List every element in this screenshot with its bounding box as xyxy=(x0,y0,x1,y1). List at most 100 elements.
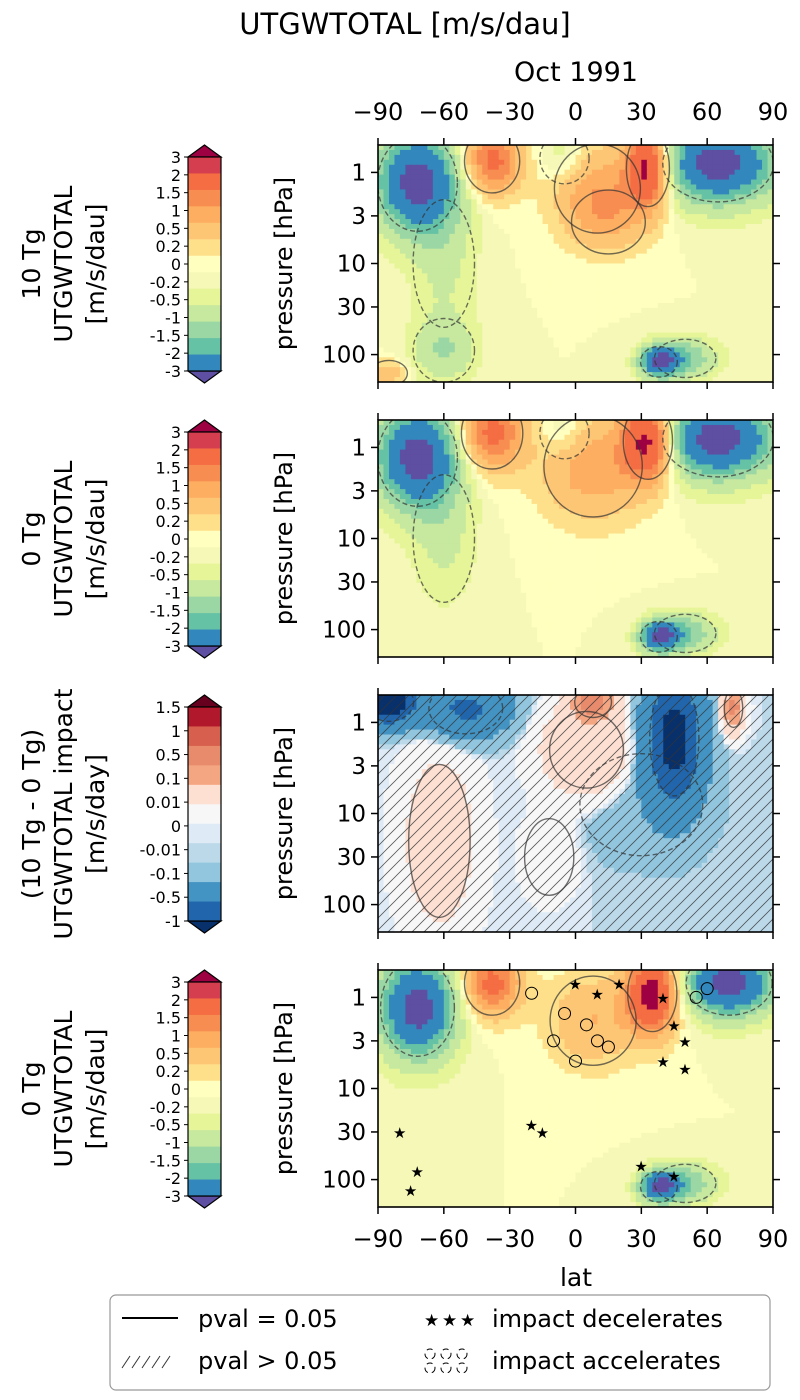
contour-feature xyxy=(549,975,637,1067)
row-label-line: [m/s/dau] xyxy=(81,1029,110,1150)
legend-frame xyxy=(109,1294,771,1391)
row-label-line: (10 Tg - 0 Tg) xyxy=(17,729,46,899)
row-label-line: UTGWTOTAL impact xyxy=(49,688,78,939)
colorbar-tick-label: -0.1 xyxy=(150,864,181,883)
y-tick-label: 1 xyxy=(351,710,366,736)
marker-circle xyxy=(689,990,703,1004)
row-label-line: [m/s/dau] xyxy=(81,204,110,325)
x-tick-label-top: 30 xyxy=(626,98,657,126)
x-tick-label-top: −30 xyxy=(484,98,535,126)
colorbar-tick-label: 2 xyxy=(171,991,181,1010)
colorbar-tick-label: 1 xyxy=(171,477,181,496)
y-tick-label: 1 xyxy=(351,435,366,461)
x-tick-label-top: 0 xyxy=(568,98,583,126)
colorbar-tick-label: 0 xyxy=(171,1080,181,1099)
bottom-x-axis: −90 −60 −30 0 30 60 90 xyxy=(353,1225,789,1253)
colorbar-tick-label: -2 xyxy=(165,344,181,363)
y-tick-label: 100 xyxy=(322,1168,366,1194)
contour-feature xyxy=(649,695,700,797)
contour-feature xyxy=(548,710,625,789)
colorbar-tick-label: -0.2 xyxy=(150,548,181,567)
contour-feature xyxy=(463,970,521,1016)
x-tick-label-bottom: −90 xyxy=(353,1225,404,1253)
y-tick-label: 10 xyxy=(337,1077,366,1103)
y-tick-label: 100 xyxy=(322,893,366,919)
colorbar-tick-label: -2 xyxy=(165,1169,181,1188)
colorbar-tick-label: -0.5 xyxy=(150,888,181,907)
marker-star: ★ xyxy=(536,1124,549,1142)
y-tick-label: 30 xyxy=(337,845,366,871)
colorbar-tick-label: -1.5 xyxy=(150,326,181,345)
colorbar-tick-label: 0.1 xyxy=(156,769,181,788)
marker-star: ★ xyxy=(411,1163,424,1181)
colorbar-tick-label: 1.5 xyxy=(156,459,181,478)
contour-feature xyxy=(412,474,476,604)
figure-title: UTGWTOTAL [m/s/dau] xyxy=(239,7,570,41)
panel-0tg: 1 3 10 30 100 pressure [hPa] xyxy=(270,413,780,664)
marker-star: ★ xyxy=(678,1033,691,1051)
contour-feature xyxy=(653,1163,717,1204)
row-label-line: 0 Tg xyxy=(17,1062,46,1117)
marker-star: ★ xyxy=(656,1053,669,1071)
marker-star: ★ xyxy=(590,985,603,1003)
colorbar-tick-label: 0.01 xyxy=(145,793,181,812)
row-label-line: UTGWTOTAL xyxy=(49,1010,78,1167)
colorbar-tick-label: 0.2 xyxy=(156,512,181,531)
panel-impact: 1 3 10 30 100 pressure [hPa] xyxy=(270,688,780,939)
x-tick-label-bottom: −30 xyxy=(484,1225,535,1253)
y-axis-label: pressure [hPa] xyxy=(270,727,298,900)
row-label-line: [m/s/dau] xyxy=(81,479,110,600)
contour-feature xyxy=(412,317,476,382)
y-axis-label: pressure [hPa] xyxy=(270,452,298,625)
colorbar-tick-label: 1.5 xyxy=(156,184,181,203)
top-x-axis: −90 −60 −30 0 30 60 90 xyxy=(353,98,789,126)
colorbar-tick-label: 3 xyxy=(171,148,181,167)
y-tick-label: 100 xyxy=(322,343,366,369)
colorbar-tick-label: -1.5 xyxy=(150,1151,181,1170)
y-tick-label: 30 xyxy=(337,570,366,596)
colorbar-impact: 1.5 1 0.5 0.1 0.01 0 -0.01 -0.1 -0.5 -1 xyxy=(140,694,223,934)
marker-star: ★ xyxy=(404,1182,417,1200)
contour-feature xyxy=(639,345,678,378)
contour-feature xyxy=(378,420,459,507)
marker-star: ★ xyxy=(525,1117,538,1135)
colorbar-tick-label: -3 xyxy=(165,362,181,381)
contour-feature xyxy=(625,145,671,208)
contour-feature xyxy=(379,970,456,1057)
contour-feature xyxy=(685,970,773,1016)
legend-circles-icon xyxy=(424,1348,468,1374)
marker-star: ★ xyxy=(569,975,582,993)
marker-circle xyxy=(579,1018,593,1032)
marker-circle xyxy=(601,1040,615,1054)
colorbar-tick-label: 1.5 xyxy=(156,698,181,717)
y-tick-label: 10 xyxy=(337,252,366,278)
colorbar-tick-label: 1 xyxy=(171,1027,181,1046)
contour-feature xyxy=(378,359,409,382)
y-tick-label: 3 xyxy=(351,754,366,780)
x-tick-label-bottom: −60 xyxy=(419,1225,470,1253)
x-tick-label-bottom: 30 xyxy=(626,1225,657,1253)
colorbar-tick-label: -0.2 xyxy=(150,1098,181,1117)
colorbar-tick-label: -1 xyxy=(165,584,181,603)
marker-star: ★ xyxy=(612,975,625,993)
y-tick-label: 10 xyxy=(337,527,366,553)
marker-circle xyxy=(569,1054,582,1068)
row-labels: 10 Tg UTGWTOTAL [m/s/dau]0 Tg UTGWTOTAL [m/s… xyxy=(17,185,110,1167)
contour-feature xyxy=(460,420,524,470)
contour-feature xyxy=(723,695,744,729)
contour-feature xyxy=(639,1170,678,1203)
contour-feature xyxy=(653,338,717,379)
x-tick-label-top: 60 xyxy=(692,98,723,126)
colorbar-tick-label: 0.5 xyxy=(156,219,181,238)
colorbar-tick-label: 0 xyxy=(171,530,181,549)
contour-feature xyxy=(653,613,717,654)
colorbar-tick-label: -2 xyxy=(165,619,181,638)
colorbar-tick-label: 1.5 xyxy=(156,1009,181,1028)
colorbar-10tg: 321.510.50.20-0.2-0.5-1-1.5-2-3 xyxy=(150,144,223,384)
y-tick-label: 30 xyxy=(337,295,366,321)
colorbar-tick-label: 0.2 xyxy=(156,237,181,256)
x-tick-label-bottom: 90 xyxy=(758,1225,789,1253)
legend-label-pval-greater: pval > 0.05 xyxy=(198,1347,338,1375)
y-tick-label: 1 xyxy=(351,985,366,1011)
